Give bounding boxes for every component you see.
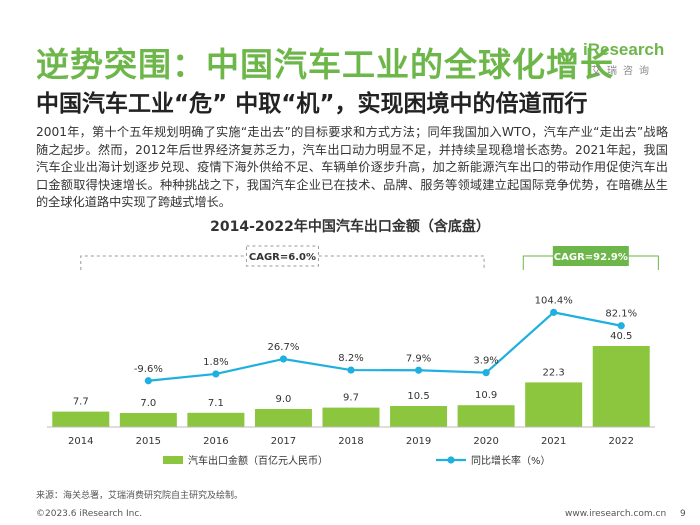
bar-export-amount xyxy=(322,407,380,427)
x-tick-label: 2021 xyxy=(541,436,566,447)
growth-rate-label: 3.9% xyxy=(473,356,498,367)
legend-line-marker xyxy=(447,456,455,464)
iresearch-logo: iResearch 艾瑞咨询 xyxy=(583,40,665,80)
legend-line-label: 同比增长率（%） xyxy=(471,454,551,467)
page-number: 9 xyxy=(680,509,686,519)
cagr-label: CAGR=6.0% xyxy=(249,252,316,263)
export-chart: 2014-2022年中国汽车出口金额（含底盘） CAGR=6.0% CAGR=92.… xyxy=(47,218,659,467)
growth-rate-point xyxy=(347,366,355,374)
bar-export-amount xyxy=(592,346,650,427)
cagr-bracket xyxy=(80,255,485,270)
page-title: 逆势突围：中国汽车工业的全球化增长 xyxy=(36,45,614,84)
cagr-box xyxy=(245,245,319,267)
bar-export-amount xyxy=(525,382,583,427)
bar-export-amount xyxy=(52,411,110,427)
bar-data-label: 7.1 xyxy=(208,398,224,409)
growth-rate-point xyxy=(414,366,423,374)
bar-data-label: 9.7 xyxy=(343,393,359,404)
body-paragraph: 2001年，第十个五年规划明确了实施“走出去”的目标要求和方式方法；同年我国加入… xyxy=(36,125,669,210)
x-tick-label: 2015 xyxy=(136,436,161,447)
logo-sub-text: 艾瑞咨询 xyxy=(591,66,655,77)
growth-rate-point xyxy=(144,377,152,385)
x-tick-label: 2022 xyxy=(608,436,633,447)
bar-data-label: 40.5 xyxy=(610,331,632,342)
growth-rate-label: 82.1% xyxy=(605,309,637,320)
chart-title: 2014-2022年中国汽车出口金额（含底盘） xyxy=(210,218,490,235)
logo-main-text: iResearch xyxy=(583,40,665,59)
bar-export-amount xyxy=(187,412,245,427)
growth-rate-point xyxy=(212,370,220,378)
bar-export-amount xyxy=(254,409,312,427)
x-tick-label: 2016 xyxy=(203,436,228,447)
legend-bar-swatch xyxy=(163,456,183,464)
bar-data-label: 7.0 xyxy=(140,398,156,409)
growth-rate-label: 8.2% xyxy=(338,353,363,364)
x-tick-label: 2018 xyxy=(338,436,363,447)
source-note: 来源：海关总署，艾瑞消费研究院自主研究及绘制。 xyxy=(36,491,244,501)
growth-rate-point xyxy=(279,355,288,363)
bar-data-label: 22.3 xyxy=(543,367,565,378)
bar-data-label: 10.9 xyxy=(475,390,497,401)
growth-rate-label: 1.8% xyxy=(203,357,228,368)
growth-rate-point xyxy=(482,369,490,377)
growth-rate-label: 7.9% xyxy=(406,353,431,364)
copyright: ©2023.6 iResearch Inc. xyxy=(36,509,143,519)
x-tick-label: 2020 xyxy=(473,436,498,447)
growth-rate-label: -9.6% xyxy=(134,364,163,375)
bar-export-amount xyxy=(119,413,177,427)
cagr-box xyxy=(552,246,629,266)
cagr-label: CAGR=92.9% xyxy=(554,252,628,263)
growth-rate-label: 104.4% xyxy=(535,295,573,306)
growth-rate-label: 26.7% xyxy=(268,342,300,353)
x-tick-label: 2019 xyxy=(406,436,431,447)
growth-rate-line xyxy=(148,311,622,382)
page-subtitle: 中国汽车工业“危” 中取“机”，实现困境中的倍道而行 xyxy=(36,91,588,117)
bar-data-label: 10.5 xyxy=(407,391,429,402)
legend-bar-label: 汽车出口金额（百亿元人民币） xyxy=(188,454,328,467)
growth-rate-point xyxy=(617,322,625,330)
bar-export-amount xyxy=(390,406,448,427)
website: www.iresearch.com.cn xyxy=(565,509,667,519)
bar-data-label: 7.7 xyxy=(73,397,89,408)
bar-data-label: 9.0 xyxy=(275,394,291,405)
growth-rate-point xyxy=(550,308,558,316)
x-tick-label: 2017 xyxy=(271,436,296,447)
x-tick-label: 2014 xyxy=(68,436,93,447)
bar-export-amount xyxy=(457,405,515,427)
